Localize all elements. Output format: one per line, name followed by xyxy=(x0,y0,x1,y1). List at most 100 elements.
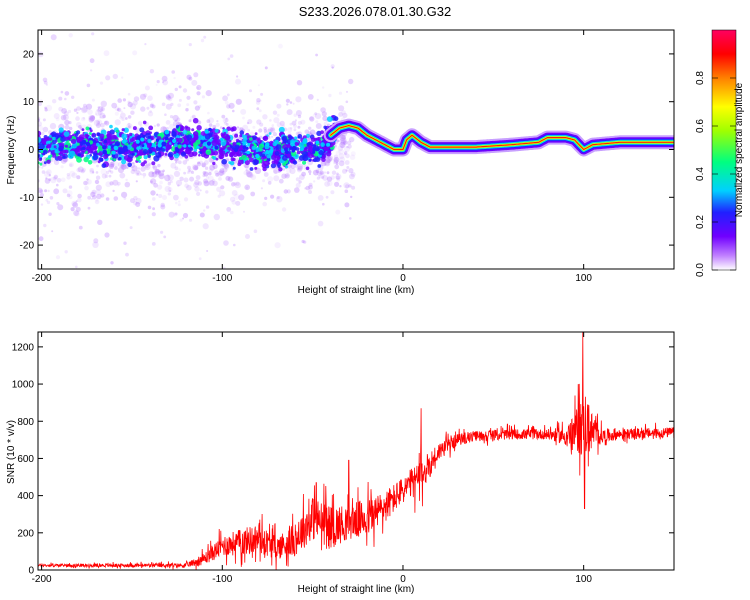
spectral-noise-dot xyxy=(64,91,70,96)
spectral-band-dot xyxy=(288,147,292,151)
spectral-noise-dot xyxy=(286,109,293,116)
spectral-noise-dot xyxy=(45,104,53,112)
spectral-noise-dot xyxy=(119,116,123,120)
spectral-noise-dot xyxy=(270,194,275,199)
spectral-noise-dot xyxy=(293,113,297,117)
spectral-noise-dot xyxy=(67,109,72,114)
spectral-noise-dot xyxy=(345,169,348,172)
spectral-noise-dot xyxy=(201,162,207,168)
spectral-noise-dot xyxy=(344,160,350,165)
spectral-noise-dot xyxy=(318,172,325,179)
spectral-noise-dot xyxy=(323,171,327,174)
spectral-noise-dot xyxy=(339,185,342,188)
spectral-noise-dot xyxy=(222,167,228,173)
spectral-noise-dot xyxy=(312,169,319,176)
spectral-noise-dot xyxy=(45,198,49,202)
spectral-noise-dot xyxy=(224,100,229,105)
spectral-noise-dot xyxy=(294,119,297,122)
spectral-band-dot xyxy=(267,162,271,165)
spectral-noise-dot xyxy=(41,166,44,169)
spectral-noise-dot xyxy=(179,176,184,181)
spectral-noise-dot xyxy=(344,189,349,193)
spectral-noise-dot xyxy=(127,125,131,129)
spectral-band-dot xyxy=(234,133,239,138)
spectral-noise-dot xyxy=(346,140,352,146)
spectral-noise-dot xyxy=(207,111,210,115)
spectral-band-dot xyxy=(257,139,262,144)
spectral-peak-dot xyxy=(140,137,145,142)
spectral-band-dot xyxy=(148,125,154,131)
spectral-band-dot xyxy=(292,160,298,165)
spectral-noise-dot xyxy=(135,197,142,205)
spectral-noise-dot xyxy=(89,58,95,64)
spectral-band-dot xyxy=(249,137,253,141)
spectral-band-dot xyxy=(175,125,179,129)
spectral-peak-dot xyxy=(285,150,289,155)
spectral-noise-dot xyxy=(150,180,153,183)
spectral-noise-dot xyxy=(207,175,214,182)
spectral-noise-dot xyxy=(96,164,99,168)
spectral-band-dot xyxy=(126,157,132,163)
spectral-noise-dot xyxy=(97,110,103,116)
spectral-peak-dot xyxy=(316,147,320,152)
spectral-noise-dot xyxy=(101,173,107,179)
spectral-band-dot xyxy=(165,144,171,150)
spectral-noise-dot xyxy=(206,175,210,179)
spectral-noise-dot xyxy=(249,173,254,178)
spectral-band-dot xyxy=(138,150,144,156)
spectral-band-dot xyxy=(110,157,113,161)
spectral-noise-dot xyxy=(175,201,178,205)
spectral-band-dot xyxy=(251,145,256,151)
spectral-noise-dot xyxy=(192,164,199,171)
spectral-noise-dot xyxy=(216,120,219,123)
spectral-noise-dot xyxy=(237,126,242,132)
spectral-band-dot xyxy=(165,133,168,137)
spectral-noise-dot xyxy=(276,196,280,200)
spectral-noise-dot xyxy=(86,83,91,88)
spectral-band-dot xyxy=(229,161,235,166)
spectral-noise-dot xyxy=(260,187,263,190)
spectral-noise-dot xyxy=(50,34,57,41)
spectral-noise-dot xyxy=(49,196,54,200)
spectral-noise-dot xyxy=(297,165,303,171)
spectral-noise-dot xyxy=(196,91,201,96)
spectral-band-dot xyxy=(282,155,288,161)
spectral-peak-dot xyxy=(157,143,162,148)
spectral-noise-dot xyxy=(61,108,67,114)
spectral-noise-dot xyxy=(66,190,73,197)
y-tick-label: -20 xyxy=(20,241,35,252)
spectral-noise-dot xyxy=(348,168,354,174)
spectral-noise-dot xyxy=(292,102,295,105)
spectral-noise-dot xyxy=(100,106,106,112)
spectral-noise-dot xyxy=(336,139,340,143)
spectral-noise-dot xyxy=(129,226,133,230)
spectral-noise-dot xyxy=(127,122,131,126)
spectral-band-dot xyxy=(69,150,76,157)
y-tick-label: 0 xyxy=(28,145,34,156)
spectral-peak-dot xyxy=(233,147,239,152)
spectrogram-y-label: Frequency (Hz) xyxy=(6,116,17,185)
spectral-noise-dot xyxy=(276,103,282,109)
spectral-noise-dot xyxy=(208,117,215,124)
spectral-noise-dot xyxy=(105,170,110,175)
spectral-noise-dot xyxy=(48,212,52,216)
spectral-band-dot xyxy=(190,138,194,142)
spectral-band-dot xyxy=(76,130,81,135)
spectral-noise-dot xyxy=(233,182,237,186)
spectral-noise-dot xyxy=(44,108,48,112)
spectral-noise-dot xyxy=(75,116,80,121)
spectral-noise-dot xyxy=(215,172,220,177)
spectral-noise-dot xyxy=(245,169,248,172)
spectral-noise-dot xyxy=(264,196,268,200)
spectral-noise-dot xyxy=(147,205,152,210)
spectral-noise-dot xyxy=(225,117,228,120)
spectral-band-dot xyxy=(239,130,245,135)
spectral-noise-dot xyxy=(126,166,129,170)
spectral-noise-dot xyxy=(162,79,169,86)
spectral-noise-dot xyxy=(95,123,101,128)
spectral-noise-dot xyxy=(315,123,322,129)
spectral-band-dot xyxy=(231,126,237,132)
spectral-band-dot xyxy=(211,139,218,146)
spectral-noise-dot xyxy=(225,122,229,126)
